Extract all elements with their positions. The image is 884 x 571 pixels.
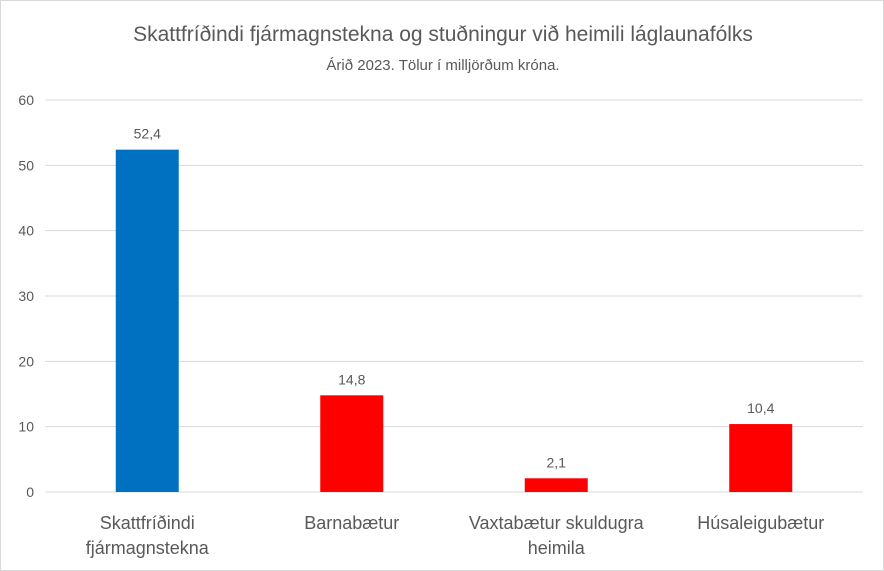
data-label: 14,8 [338,371,365,387]
y-tick-label: 10 [18,419,34,435]
data-label: 52,4 [134,126,161,142]
y-tick-label: 50 [18,157,34,173]
bar [320,395,384,492]
data-label: 10,4 [747,400,774,416]
data-label: 2,1 [547,454,567,470]
y-tick-label: 30 [18,288,34,304]
y-tick-label: 0 [26,484,34,500]
y-tick-label: 40 [18,223,34,239]
x-tick-label: Vaxtabætur skuldugra [469,513,645,533]
y-tick-label: 60 [18,92,34,108]
chart-title: Skattfríðindi fjármagnstekna og stuðning… [133,23,753,46]
y-tick-label: 20 [18,353,34,369]
chart-subtitle: Árið 2023. Tölur í milljörðum króna. [326,57,559,74]
x-tick-label: fjármagnstekna [86,538,210,558]
bar [524,478,588,492]
bar [115,149,179,493]
x-tick-label: Skattfríðindi [100,513,195,533]
x-tick-label: heimila [528,538,586,558]
x-tick-label: Barnabætur [304,513,399,533]
x-tick-label: Húsaleigubætur [697,513,824,533]
bar [729,424,793,492]
